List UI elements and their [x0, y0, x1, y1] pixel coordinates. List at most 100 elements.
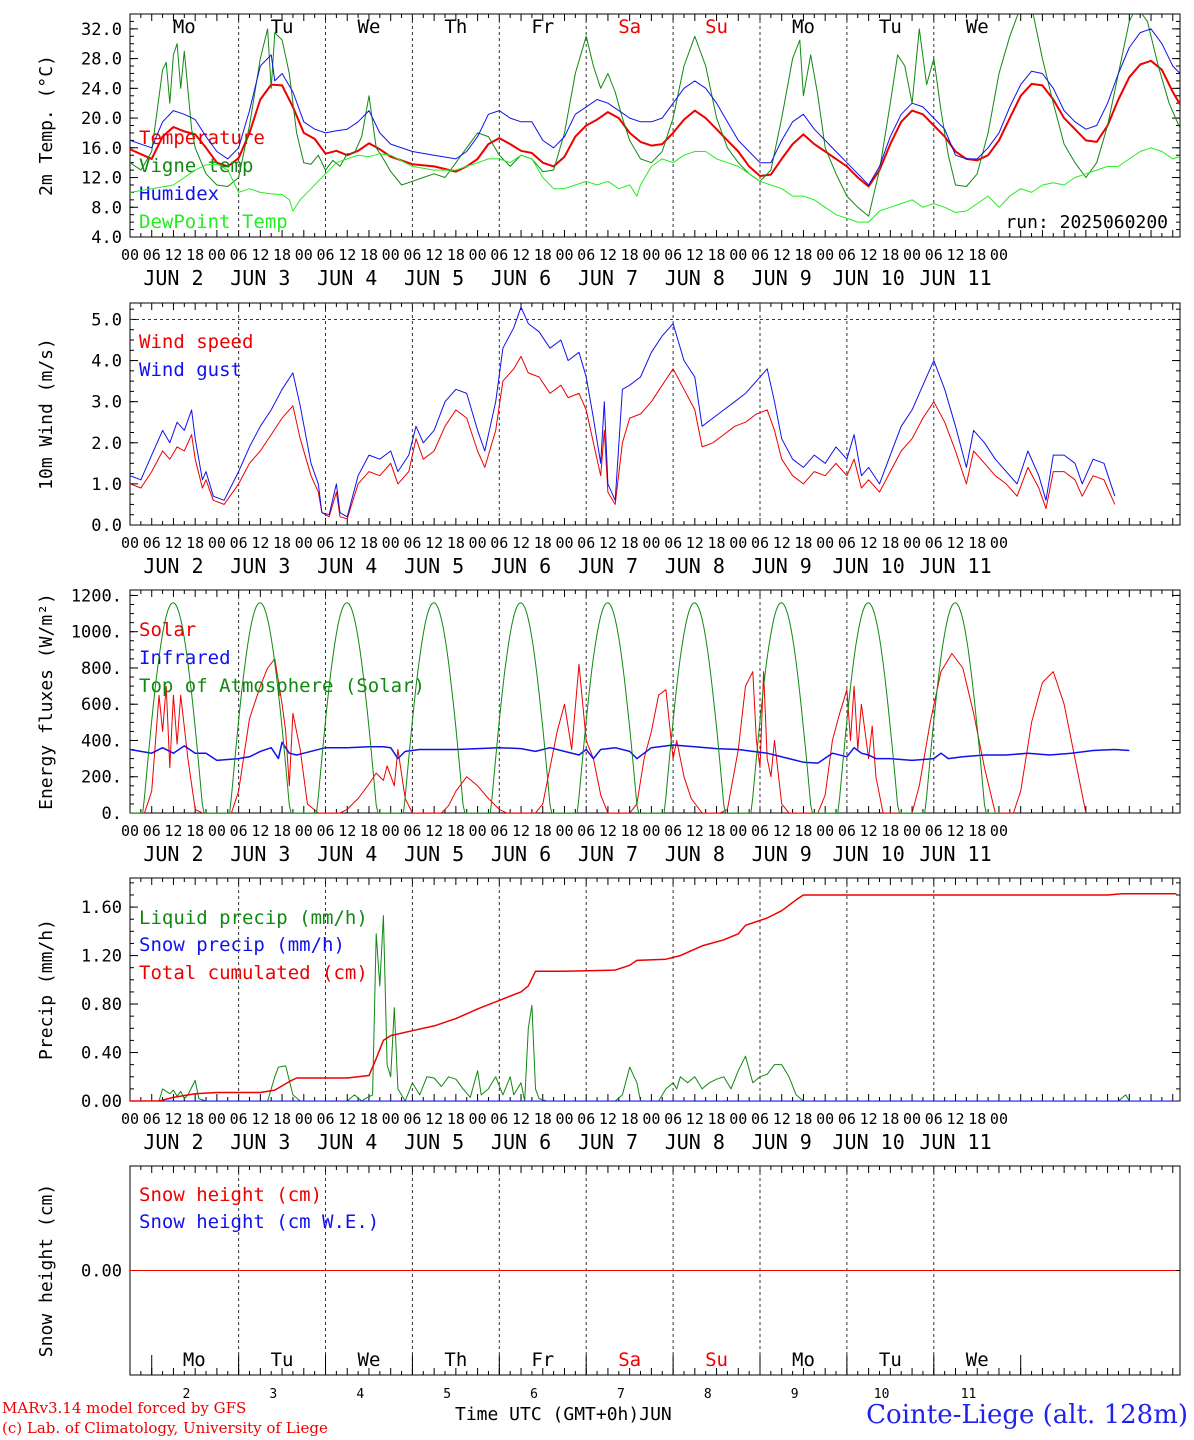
- x-hour-label: 12: [164, 246, 182, 264]
- day-number: 10: [874, 1387, 890, 1402]
- x-hour-label: 00: [469, 1110, 487, 1128]
- x-hour-label: 18: [447, 1110, 465, 1128]
- x-hour-label: 12: [338, 822, 356, 840]
- y-tick-label: 28.0: [81, 50, 122, 70]
- series-line-total-cumulated-cm-: [130, 893, 1177, 1101]
- y-tick-label: 1.60: [81, 898, 122, 918]
- y-tick-label: 24.0: [81, 79, 122, 99]
- y-axis-label: 10m Wind (m/s): [36, 338, 57, 490]
- x-axis-month: JUN: [639, 1404, 672, 1425]
- x-hour-label: 18: [273, 246, 291, 264]
- x-hour-label: 00: [729, 1110, 747, 1128]
- x-hour-label: 18: [534, 822, 552, 840]
- x-hour-label: 12: [686, 822, 704, 840]
- x-hour-label: 06: [577, 1110, 595, 1128]
- day-name-top: Fr: [531, 16, 554, 38]
- x-date-label: JUN 10: [832, 554, 904, 578]
- x-hour-label: 06: [230, 246, 248, 264]
- panel-1: 4.0 8.0 12.0 16.0 20.0 24.0 28.0 32.0 2m Temp. (…: [36, 13, 1181, 290]
- x-hour-label: 18: [794, 822, 812, 840]
- x-date-label: JUN 9: [752, 554, 812, 578]
- y-tick-label: 8.0: [91, 198, 122, 218]
- x-hour-label: 00: [990, 822, 1008, 840]
- x-hour-label: 00: [903, 822, 921, 840]
- x-hour-label: 06: [838, 246, 856, 264]
- x-hour-label: 00: [903, 534, 921, 552]
- x-hour-label: 12: [773, 246, 791, 264]
- x-hour-label: 06: [925, 246, 943, 264]
- x-hour-label: 00: [642, 1110, 660, 1128]
- x-hour-label: 18: [968, 246, 986, 264]
- x-hour-label: 00: [729, 534, 747, 552]
- x-date-label: JUN 6: [491, 554, 551, 578]
- x-date-label: JUN 5: [404, 554, 464, 578]
- x-date-label: JUN 7: [578, 1130, 638, 1154]
- x-hour-label: 00: [642, 822, 660, 840]
- day-name-top: Tu: [879, 16, 902, 38]
- x-hour-label: 00: [816, 822, 834, 840]
- x-hour-label: 12: [686, 1110, 704, 1128]
- x-hour-label: 12: [251, 534, 269, 552]
- y-tick-label: 5.0: [91, 310, 122, 330]
- legend-entry: Temperature: [139, 127, 265, 149]
- x-hour-label: 00: [555, 1110, 573, 1128]
- x-hour-label: 06: [925, 822, 943, 840]
- x-hour-label: 06: [316, 1110, 334, 1128]
- x-date-label: JUN 11: [919, 554, 991, 578]
- x-hour-label: 00: [816, 246, 834, 264]
- x-hour-label: 06: [403, 822, 421, 840]
- x-hour-label: 06: [751, 534, 769, 552]
- x-date-label: JUN 3: [230, 842, 290, 866]
- x-hour-label: 06: [838, 1110, 856, 1128]
- day-name-bottom: We: [358, 1349, 381, 1371]
- day-number: 5: [443, 1387, 451, 1402]
- x-hour-label: 00: [642, 534, 660, 552]
- x-hour-label: 00: [642, 246, 660, 264]
- x-hour-label: 18: [621, 246, 639, 264]
- x-hour-label: 06: [316, 246, 334, 264]
- x-hour-label: 18: [968, 1110, 986, 1128]
- series-line-dewpoint-temp: [130, 147, 1180, 223]
- x-hour-label: 00: [295, 1110, 313, 1128]
- x-hour-label: 18: [360, 534, 378, 552]
- x-hour-label: 18: [708, 246, 726, 264]
- y-tick-label: 0.: [102, 804, 122, 824]
- y-tick-label: 0.80: [81, 995, 122, 1015]
- series-line-liquid-precip-mm-h-: [130, 915, 1177, 1101]
- day-name-top: Sa: [618, 16, 641, 38]
- y-axis-label: Energy fluxes (W/m²): [36, 593, 57, 810]
- x-hour-label: 06: [664, 534, 682, 552]
- series-line-wind-gust: [130, 306, 1116, 518]
- x-hour-label: 06: [403, 1110, 421, 1128]
- day-name-top: Th: [444, 16, 467, 38]
- x-hour-label: 12: [425, 246, 443, 264]
- y-tick-label: 800.: [81, 659, 122, 679]
- y-tick-label: 1.0: [91, 475, 122, 495]
- series-line-humidex: [130, 28, 1180, 186]
- x-date-label: JUN 8: [665, 266, 725, 290]
- x-hour-label: 18: [186, 1110, 204, 1128]
- model-credit: MARv3.14 model forced by GFS (c) Lab. of…: [2, 1398, 328, 1438]
- day-name-top: Mo: [173, 16, 196, 38]
- y-tick-label: 600.: [81, 695, 122, 715]
- y-tick-label: 3.0: [91, 393, 122, 413]
- x-hour-label: 00: [990, 246, 1008, 264]
- day-name-bottom: Tu: [271, 1349, 294, 1371]
- y-tick-label: 0.00: [81, 1262, 122, 1282]
- day-name-bottom: Fr: [531, 1349, 554, 1371]
- x-hour-label: 12: [338, 246, 356, 264]
- x-date-label: JUN 11: [919, 266, 991, 290]
- x-date-label: JUN 2: [143, 266, 203, 290]
- y-tick-label: 20.0: [81, 109, 122, 129]
- day-name-bottom: Sa: [618, 1349, 641, 1371]
- x-hour-label: 00: [729, 822, 747, 840]
- series-line-wind-speed: [130, 355, 1116, 520]
- x-date-label: JUN 11: [919, 1130, 991, 1154]
- day-number: 8: [704, 1387, 712, 1402]
- legend-entry: Infrared: [139, 647, 231, 669]
- x-date-label: JUN 4: [317, 1130, 377, 1154]
- x-hour-label: 12: [773, 822, 791, 840]
- x-axis-title-text: Time UTC (GMT+0h): [455, 1404, 640, 1425]
- x-date-label: JUN 7: [578, 554, 638, 578]
- x-hour-label: 18: [360, 1110, 378, 1128]
